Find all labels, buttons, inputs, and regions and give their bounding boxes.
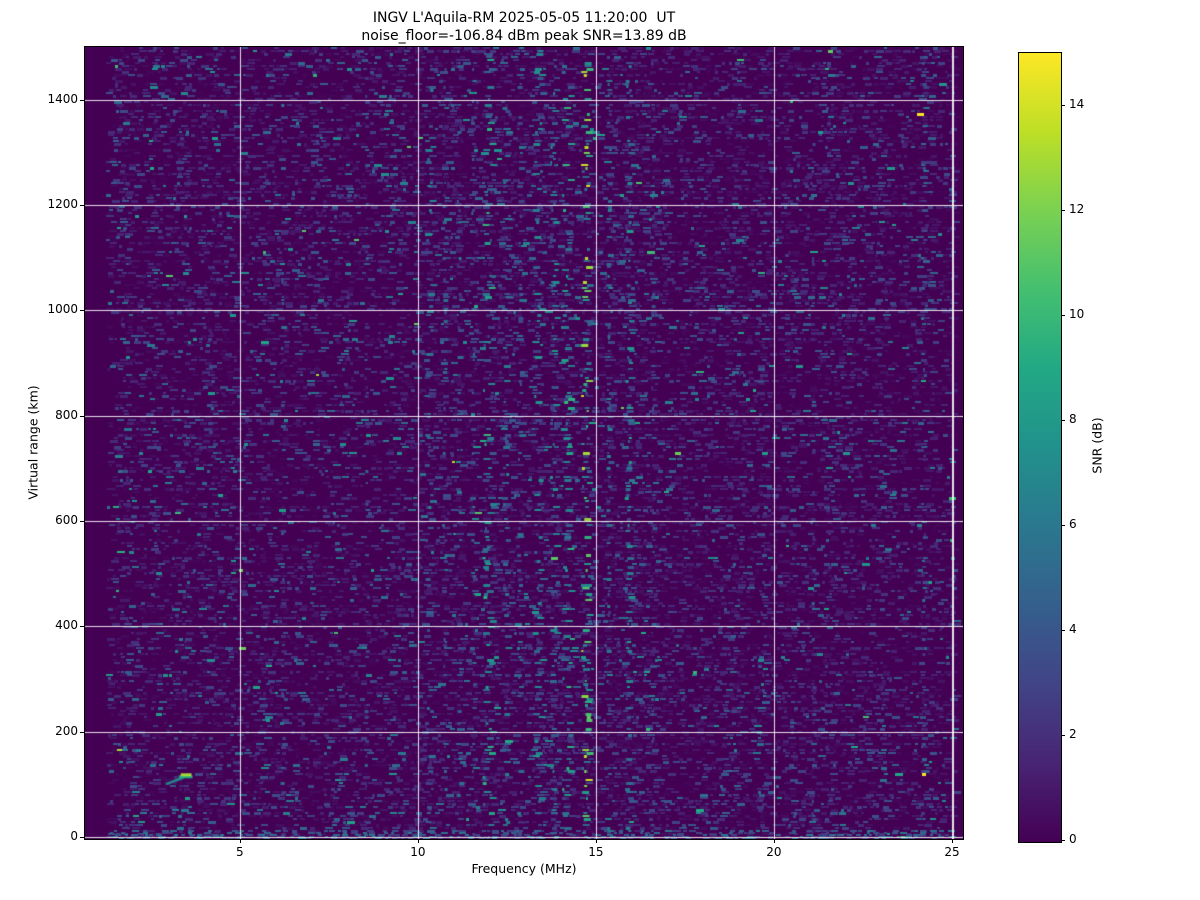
- y-tick-mark: [80, 205, 84, 207]
- y-tick-mark: [80, 310, 84, 312]
- x-tick-mark: [595, 839, 597, 843]
- x-tick-label: 5: [236, 845, 244, 859]
- colorbar-tick-label: 8: [1069, 412, 1077, 427]
- heatmap-canvas: [85, 47, 963, 839]
- x-tick-label: 15: [588, 845, 604, 859]
- y-tick-label: 1400: [47, 91, 78, 106]
- colorbar-tick-label: 2: [1069, 727, 1077, 742]
- y-tick-label: 0: [70, 829, 78, 843]
- colorbar-label: SNR (dB): [1089, 417, 1105, 474]
- chart-title: INGV L'Aquila-RM 2025-05-05 11:20:00 UT: [372, 10, 676, 26]
- colorbar-tick-label: 14: [1069, 97, 1085, 112]
- colorbar-tick-mark: [1061, 420, 1065, 422]
- y-tick-label: 1200: [47, 197, 78, 212]
- colorbar-tick-mark: [1061, 105, 1065, 107]
- colorbar: [1018, 52, 1062, 843]
- heatmap-plot: [84, 46, 964, 840]
- y-tick-mark: [80, 99, 84, 101]
- y-tick-mark: [80, 731, 84, 733]
- x-tick-label: 25: [944, 845, 960, 859]
- colorbar-tick-label: 10: [1069, 307, 1085, 322]
- colorbar-tick-mark: [1061, 315, 1065, 317]
- colorbar-tick-mark: [1061, 210, 1065, 212]
- y-tick-label: 600: [55, 513, 78, 527]
- y-axis-label: Virtual range (km): [25, 385, 41, 500]
- x-tick-mark: [773, 839, 775, 843]
- y-tick-label: 800: [55, 407, 78, 422]
- colorbar-tick-mark: [1061, 735, 1065, 737]
- colorbar-gradient: [1019, 53, 1061, 842]
- colorbar-tick-label: 6: [1069, 517, 1077, 532]
- x-tick-label: 20: [766, 845, 782, 859]
- y-tick-label: 1000: [47, 302, 78, 317]
- colorbar-tick-mark: [1061, 630, 1065, 632]
- y-tick-mark: [80, 415, 84, 417]
- y-tick-label: 400: [55, 618, 78, 633]
- y-tick-label: 200: [55, 723, 78, 738]
- x-tick-mark: [417, 839, 419, 843]
- colorbar-tick-label: 0: [1069, 832, 1077, 846]
- x-tick-mark: [239, 839, 241, 843]
- y-tick-mark: [80, 626, 84, 628]
- x-tick-label: 10: [410, 845, 426, 859]
- colorbar-tick-mark: [1061, 840, 1065, 841]
- colorbar-tick-label: 4: [1069, 622, 1077, 637]
- y-tick-mark: [80, 521, 84, 522]
- y-tick-mark: [80, 837, 84, 838]
- chart-subtitle: noise_floor=-106.84 dBm peak SNR=13.89 d…: [361, 28, 687, 44]
- x-tick-mark: [951, 839, 953, 843]
- colorbar-tick-label: 12: [1069, 202, 1085, 217]
- x-axis-label: Frequency (MHz): [471, 861, 577, 876]
- colorbar-tick-mark: [1061, 525, 1065, 527]
